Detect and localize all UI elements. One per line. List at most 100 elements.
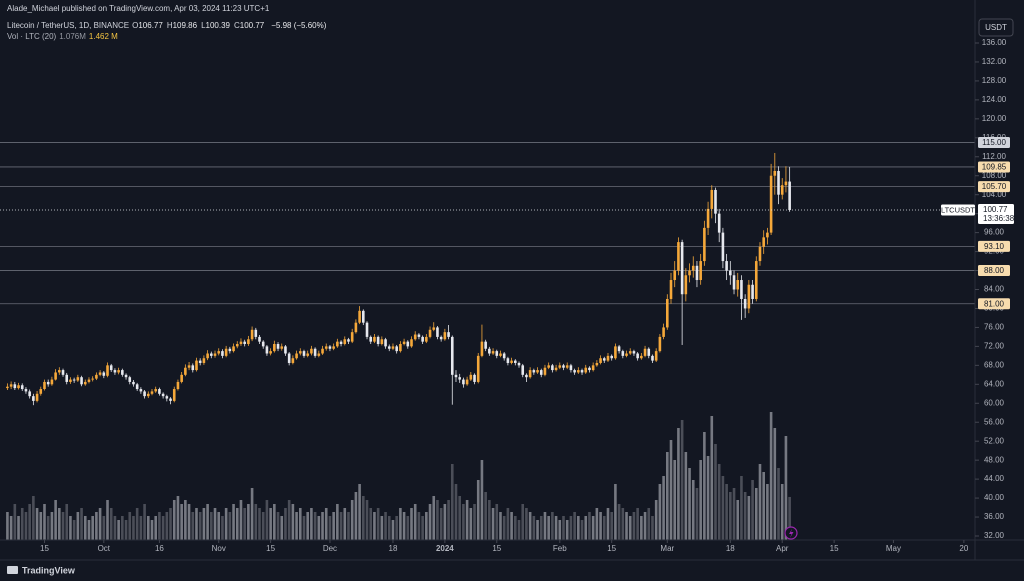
candle-body: [614, 346, 617, 359]
volume-bar: [265, 500, 269, 540]
candle-body: [584, 367, 588, 373]
volume-bar: [354, 492, 358, 540]
volume-bar: [139, 516, 143, 540]
volume-bar: [313, 512, 317, 540]
volume-bar: [95, 512, 98, 540]
volume-bar: [350, 500, 354, 540]
volume-bar: [621, 508, 625, 540]
volume-bar: [310, 508, 313, 540]
level-label-bg: [978, 137, 1010, 149]
candle-body: [647, 348, 651, 356]
candle-body: [306, 353, 309, 356]
candle-body: [428, 329, 432, 337]
volume-bar: [417, 512, 421, 540]
candle-body: [710, 189, 714, 209]
candle-body: [688, 270, 691, 276]
x-tick-label: Feb: [553, 544, 567, 553]
candle-body: [788, 181, 791, 211]
candle-body: [488, 348, 491, 354]
candle-body: [106, 365, 109, 376]
candle-body: [202, 358, 206, 363]
volume-bar: [465, 500, 469, 540]
volume-bar: [595, 508, 599, 540]
volume-bar: [76, 512, 80, 540]
candle-body: [46, 381, 50, 385]
candle-body: [287, 353, 291, 363]
candle-body: [636, 353, 639, 359]
candle-body: [339, 341, 343, 345]
volume-bar: [443, 504, 447, 540]
volume-bar: [24, 512, 28, 540]
candle-body: [228, 348, 232, 352]
volume-bar: [547, 516, 550, 540]
candle-body: [143, 391, 146, 397]
candle-body: [135, 384, 139, 390]
volume-bar: [554, 516, 558, 540]
volume-bar: [284, 508, 287, 540]
currency-button[interactable]: [978, 18, 1014, 37]
candle-body: [528, 370, 532, 378]
countdown: 13:36:38: [983, 214, 1015, 223]
candle-body: [606, 355, 610, 361]
candle-body: [221, 351, 224, 356]
volume-bar: [558, 520, 562, 540]
volume-bar: [569, 516, 573, 540]
volume-bar: [710, 416, 714, 540]
candle-body: [484, 341, 487, 349]
volume-bar: [677, 428, 680, 540]
candle-body: [669, 280, 673, 299]
volume-bar: [499, 512, 502, 540]
volume-bar: [380, 516, 384, 540]
volume-bar: [395, 516, 398, 540]
candle-body: [476, 355, 480, 382]
ohlc-value: 109.86: [172, 21, 198, 30]
candle-body: [198, 360, 202, 363]
volume-bar: [32, 496, 35, 540]
volume-bar: [528, 512, 532, 540]
volume-bar: [476, 480, 480, 540]
volume-bar: [599, 512, 602, 540]
volume-bar: [643, 512, 647, 540]
candle-body: [250, 329, 254, 340]
y-tick-label: 72.00: [984, 341, 1005, 350]
candle-body: [376, 336, 380, 345]
volume-bar: [640, 516, 643, 540]
candle-body: [298, 351, 302, 354]
volume-bar: [191, 512, 195, 540]
candle-body: [425, 336, 428, 342]
candle-body: [273, 344, 276, 352]
level-label: 81.00: [984, 299, 1005, 308]
ohlc-key: L: [201, 21, 206, 30]
volume-bar: [491, 508, 495, 540]
volume-bar: [402, 512, 406, 540]
candle-body: [447, 332, 450, 337]
x-tick-label: 2024: [436, 544, 454, 553]
volume-bar: [480, 460, 484, 540]
volume-bar: [384, 512, 387, 540]
candle-body: [684, 275, 688, 295]
ohlc-key: C: [234, 21, 240, 30]
x-tick-label: May: [886, 544, 901, 553]
candle-body: [95, 374, 98, 379]
candle-body: [373, 336, 376, 342]
volume-bar: [324, 508, 328, 540]
level-label-bg: [978, 298, 1010, 310]
candle-body: [6, 386, 9, 389]
x-tick-label: 15: [492, 544, 501, 553]
candle-body: [580, 370, 584, 373]
candle-body: [187, 365, 191, 368]
candle-body: [109, 365, 113, 371]
ohlc-value: 100.77: [239, 21, 265, 30]
volume-bar: [584, 516, 588, 540]
y-tick-label: 96.00: [984, 228, 1005, 237]
candle-body: [24, 389, 28, 392]
volume-bar: [562, 516, 565, 540]
candle-body: [354, 322, 358, 333]
x-tick-label: 15: [607, 544, 616, 553]
volume-bar: [80, 508, 83, 540]
candle-body: [625, 353, 628, 356]
volume-bar: [291, 504, 295, 540]
candle-body: [224, 348, 228, 356]
candle-body: [499, 353, 502, 356]
legend-main: Litecoin / TetherUS, 1D, BINANCE O106.77 H…: [7, 21, 329, 30]
